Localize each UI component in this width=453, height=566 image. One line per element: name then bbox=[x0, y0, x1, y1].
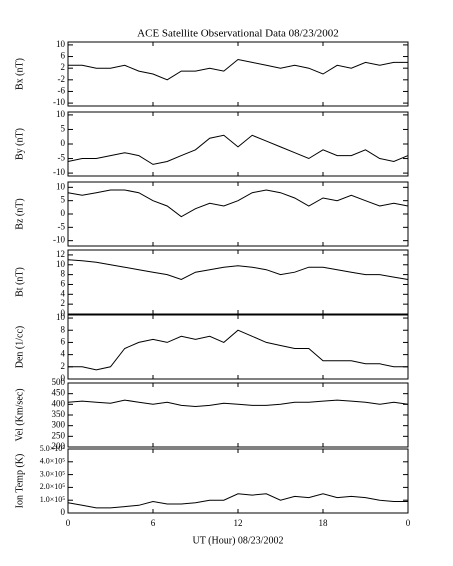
y-tick-label: 10 bbox=[56, 109, 66, 119]
y-tick-label: 10 bbox=[56, 39, 66, 49]
y-tick-label: 5 bbox=[61, 124, 66, 134]
y-tick-label: 4.0×10⁵ bbox=[40, 457, 66, 466]
x-tick-label: 0 bbox=[406, 518, 411, 528]
panel-frame bbox=[67, 314, 409, 380]
y-tick-label: 250 bbox=[52, 430, 66, 440]
data-line bbox=[68, 58, 408, 81]
y-tick-label: -2 bbox=[58, 74, 66, 84]
data-line bbox=[67, 189, 409, 218]
y-tick-label: 6 bbox=[61, 336, 66, 346]
data-line bbox=[67, 134, 409, 165]
y-tick-label: 0 bbox=[61, 208, 66, 218]
x-tick-label: 6 bbox=[151, 518, 156, 528]
y-tick-label: 2.0×10⁵ bbox=[40, 482, 66, 491]
data-line bbox=[68, 329, 408, 371]
x-tick-label: 12 bbox=[234, 518, 243, 528]
y-tick-label: -6 bbox=[58, 86, 66, 96]
panel-frame bbox=[67, 181, 409, 247]
y-tick-label: 500 bbox=[52, 377, 66, 387]
y-tick-label: 2 bbox=[61, 298, 66, 308]
y-tick-label: 400 bbox=[52, 398, 66, 408]
y-tick-label: -5 bbox=[58, 221, 66, 231]
y-tick-label: 3.0×10⁵ bbox=[40, 469, 66, 478]
x-tick-label: 0 bbox=[66, 518, 71, 528]
y-tick-label: 6 bbox=[61, 279, 66, 289]
y-tick-label: 4 bbox=[61, 349, 66, 359]
y-tick-label: 10 bbox=[56, 312, 66, 322]
x-axis-label: UT (Hour) 08/23/2002 bbox=[193, 535, 284, 546]
y-tick-label: 450 bbox=[52, 388, 66, 398]
y-tick-label: 1.0×10⁵ bbox=[40, 495, 66, 504]
y-axis-label: Bz (nT) bbox=[14, 198, 25, 229]
y-tick-label: 0 bbox=[61, 308, 66, 318]
y-tick-label: 10 bbox=[56, 181, 66, 191]
y-tick-label: 10 bbox=[56, 259, 66, 269]
panel-frame bbox=[67, 448, 409, 514]
y-axis-label: Bx (nT) bbox=[14, 58, 25, 90]
data-line bbox=[67, 399, 409, 408]
y-tick-label: 6 bbox=[61, 51, 66, 61]
y-tick-label: 8 bbox=[61, 269, 66, 279]
y-tick-label: 300 bbox=[52, 420, 66, 430]
y-tick-label: -5 bbox=[58, 153, 66, 163]
panel-frame bbox=[67, 382, 409, 448]
chart-title: ACE Satellite Observational Data 08/23/2… bbox=[137, 28, 339, 40]
data-line bbox=[67, 493, 408, 509]
y-axis-label: Vel (Km/sec) bbox=[14, 388, 25, 441]
y-tick-label: 0 bbox=[61, 138, 66, 148]
panel-frame bbox=[67, 41, 409, 107]
y-tick-label: -10 bbox=[53, 235, 65, 245]
y-tick-label: 0 bbox=[61, 507, 66, 517]
y-tick-label: 2 bbox=[61, 62, 66, 72]
y-tick-label: 12 bbox=[56, 249, 65, 259]
y-axis-label: By (nT) bbox=[14, 128, 25, 160]
panel-frame bbox=[67, 249, 409, 315]
y-tick-label: 2 bbox=[61, 361, 66, 371]
y-tick-label: 8 bbox=[61, 324, 66, 334]
y-tick-label: -10 bbox=[53, 167, 65, 177]
y-tick-label: -10 bbox=[53, 97, 65, 107]
y-axis-label: Den (1/cc) bbox=[14, 326, 25, 368]
y-tick-label: 0 bbox=[61, 373, 66, 383]
data-line bbox=[67, 259, 409, 281]
y-tick-label: 5.0×10⁵ bbox=[40, 444, 66, 453]
y-axis-label: Ion Temp (K) bbox=[14, 454, 25, 509]
y-tick-label: 350 bbox=[52, 409, 66, 419]
panel-frame bbox=[67, 111, 409, 177]
x-tick-label: 18 bbox=[319, 518, 329, 528]
y-tick-label: 200 bbox=[52, 441, 66, 451]
y-axis-label: Bt (nT) bbox=[14, 267, 25, 297]
y-tick-label: 5 bbox=[61, 195, 66, 205]
y-tick-label: 4 bbox=[61, 288, 66, 298]
